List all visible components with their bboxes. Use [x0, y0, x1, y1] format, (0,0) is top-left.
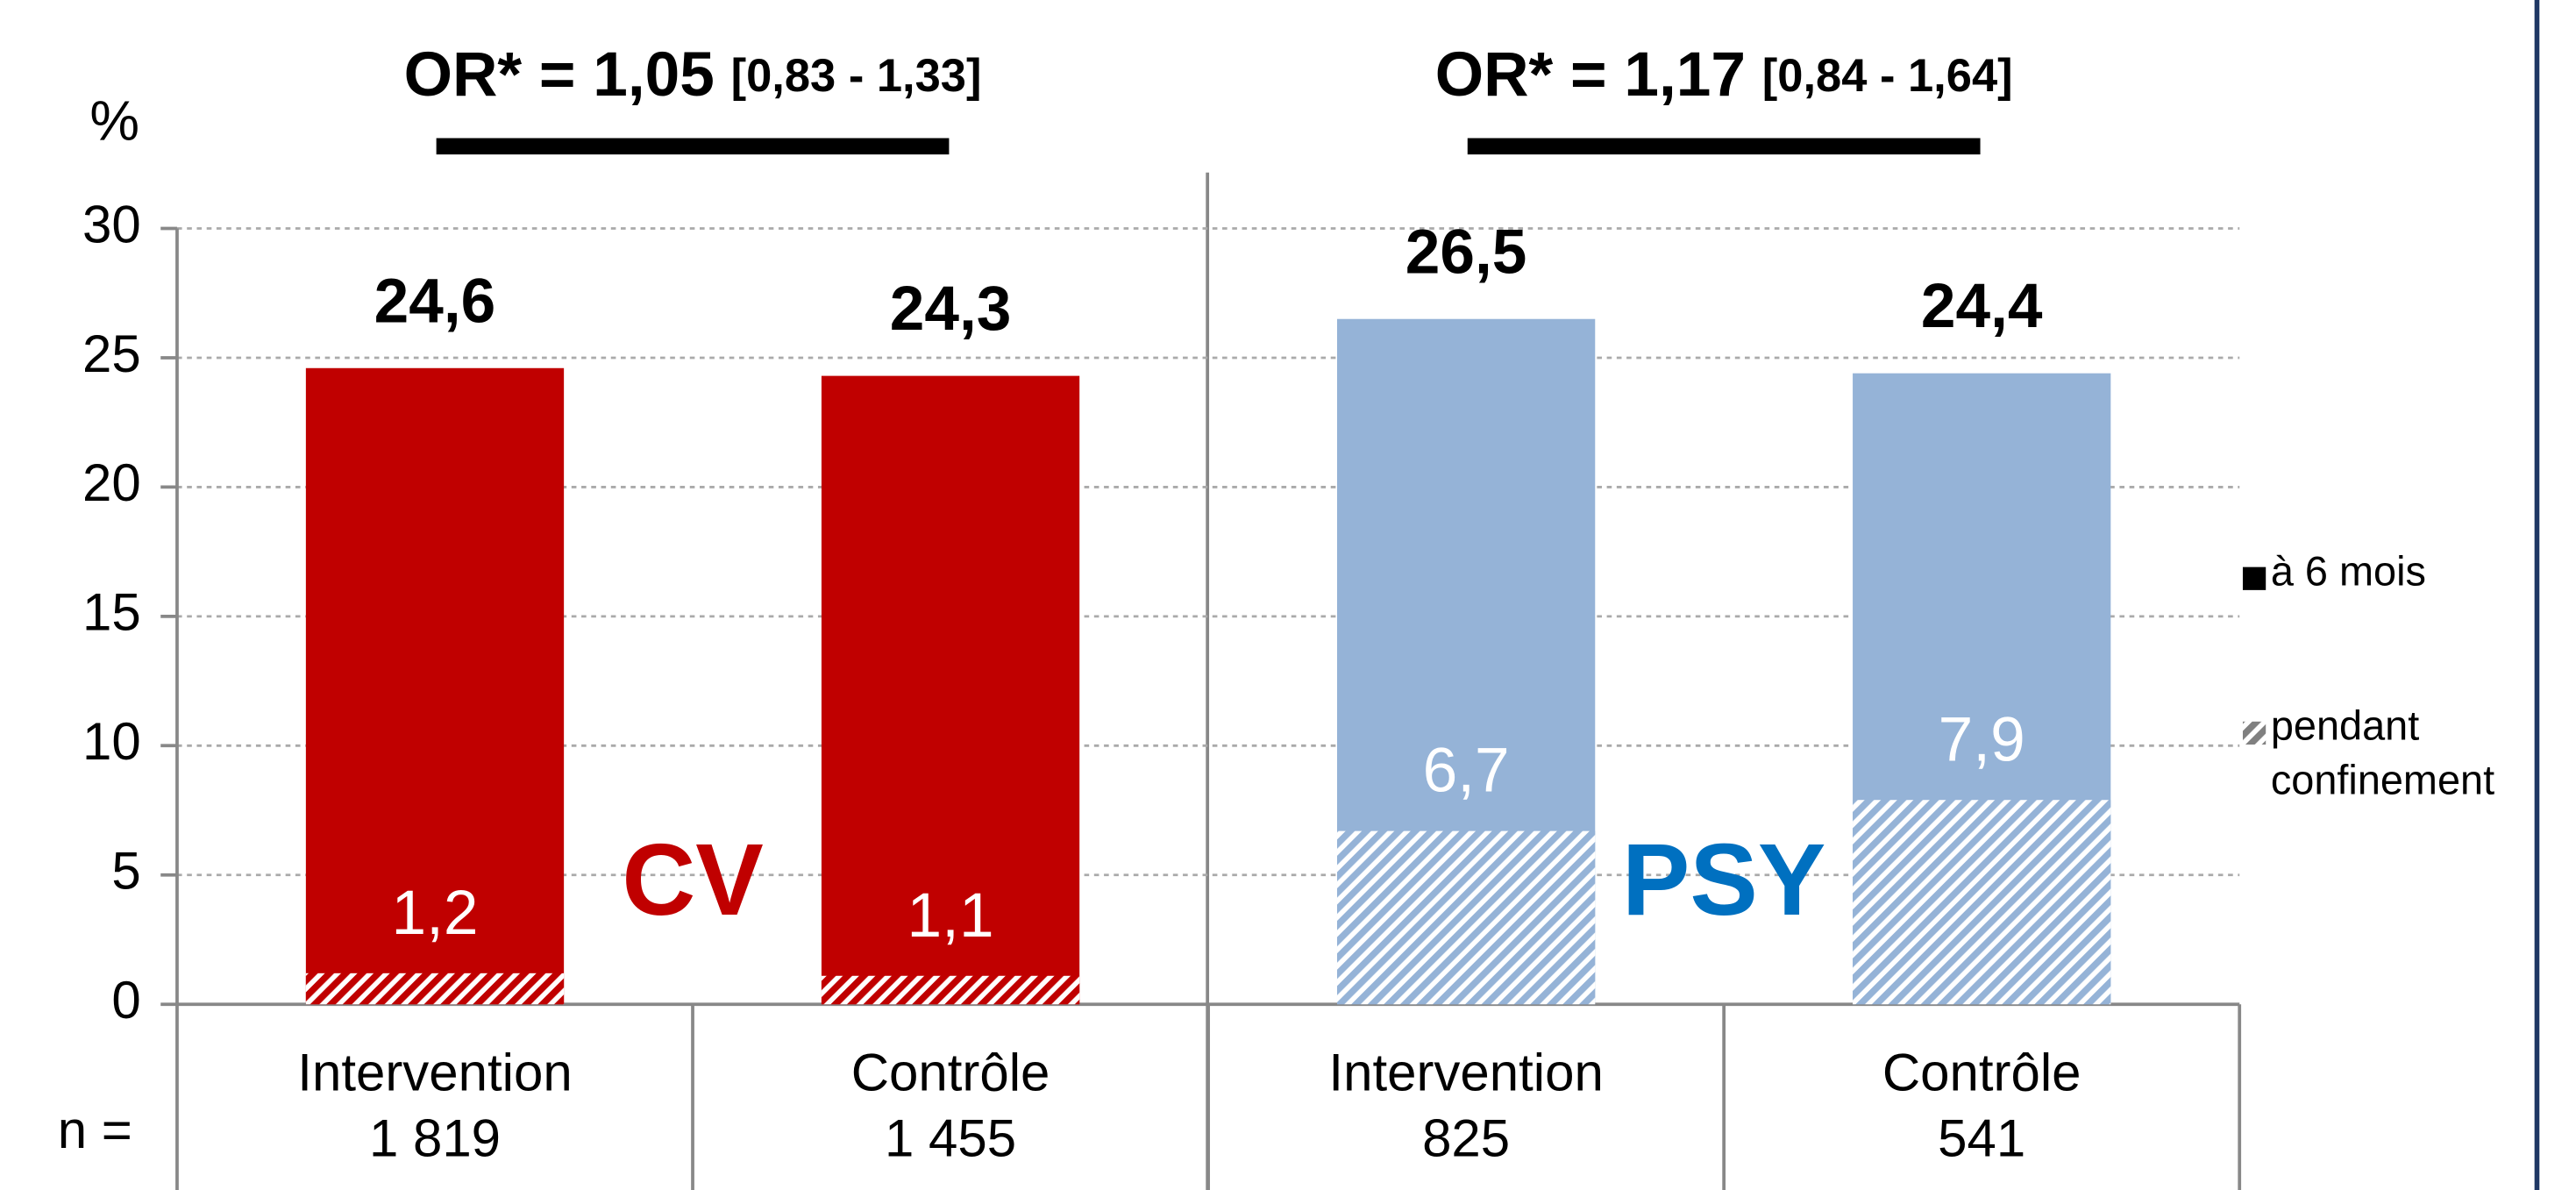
y-tick-label: 20 [82, 453, 141, 512]
bar [821, 375, 1080, 1005]
x-tick-label: Intervention [297, 1044, 572, 1102]
n-value: 825 [1422, 1108, 1510, 1167]
n-value: 1 819 [369, 1108, 501, 1167]
odds-ratio-value: OR* = 1,05 [404, 40, 715, 110]
hatched-bar [1853, 800, 2111, 1005]
confidence-interval: [0,84 - 1,64] [1762, 50, 2013, 102]
legend-marker [2242, 721, 2266, 745]
group-label: CV [622, 823, 763, 937]
legend-label: pendant confinement [2270, 703, 2495, 804]
y-axis-label: % [89, 89, 139, 152]
value-label: 6,7 [1423, 737, 1510, 806]
x-tick-label: Intervention [1328, 1044, 1603, 1102]
odds-ratio: OR* = 1,17 [0,84 - 1,64] [1435, 40, 2013, 110]
y-tick-label: 30 [82, 195, 141, 253]
hatched-bar [1336, 830, 1596, 1005]
hatched-bar [305, 973, 565, 1005]
group-label: PSY [1622, 823, 1826, 937]
legend-label: à 6 mois [2270, 549, 2426, 595]
odds-ratio-value: OR* = 1,17 [1435, 40, 1746, 110]
y-tick-label: 0 [111, 971, 140, 1030]
n-label: n = [58, 1101, 132, 1159]
x-tick-label: Contrôle [851, 1044, 1050, 1102]
y-tick-label: 15 [82, 583, 141, 642]
hatched-bar [821, 975, 1080, 1005]
bar [305, 367, 565, 1005]
total-label: 24,3 [890, 274, 1012, 344]
legend-entry: pendant confinement [2270, 703, 2495, 804]
n-value: 1 455 [885, 1108, 1016, 1167]
value-label: 1,2 [391, 879, 478, 948]
odds-ratio: OR* = 1,05 [0,83 - 1,33] [404, 40, 982, 110]
x-tick-label: Contrôle [1882, 1044, 2081, 1102]
value-label: 7,9 [1939, 705, 2025, 774]
total-label: 24,6 [374, 267, 496, 336]
y-tick-label: 25 [82, 324, 141, 383]
value-label: 1,1 [907, 881, 994, 951]
confidence-interval: [0,83 - 1,33] [731, 50, 982, 102]
n-value: 541 [1938, 1108, 2025, 1167]
legend-entry: à 6 mois [2270, 549, 2426, 595]
total-label: 26,5 [1405, 217, 1527, 287]
total-label: 24,4 [1921, 272, 2043, 341]
y-tick-label: 5 [111, 842, 140, 901]
y-tick-label: 10 [82, 712, 141, 771]
legend-marker [2242, 566, 2266, 590]
